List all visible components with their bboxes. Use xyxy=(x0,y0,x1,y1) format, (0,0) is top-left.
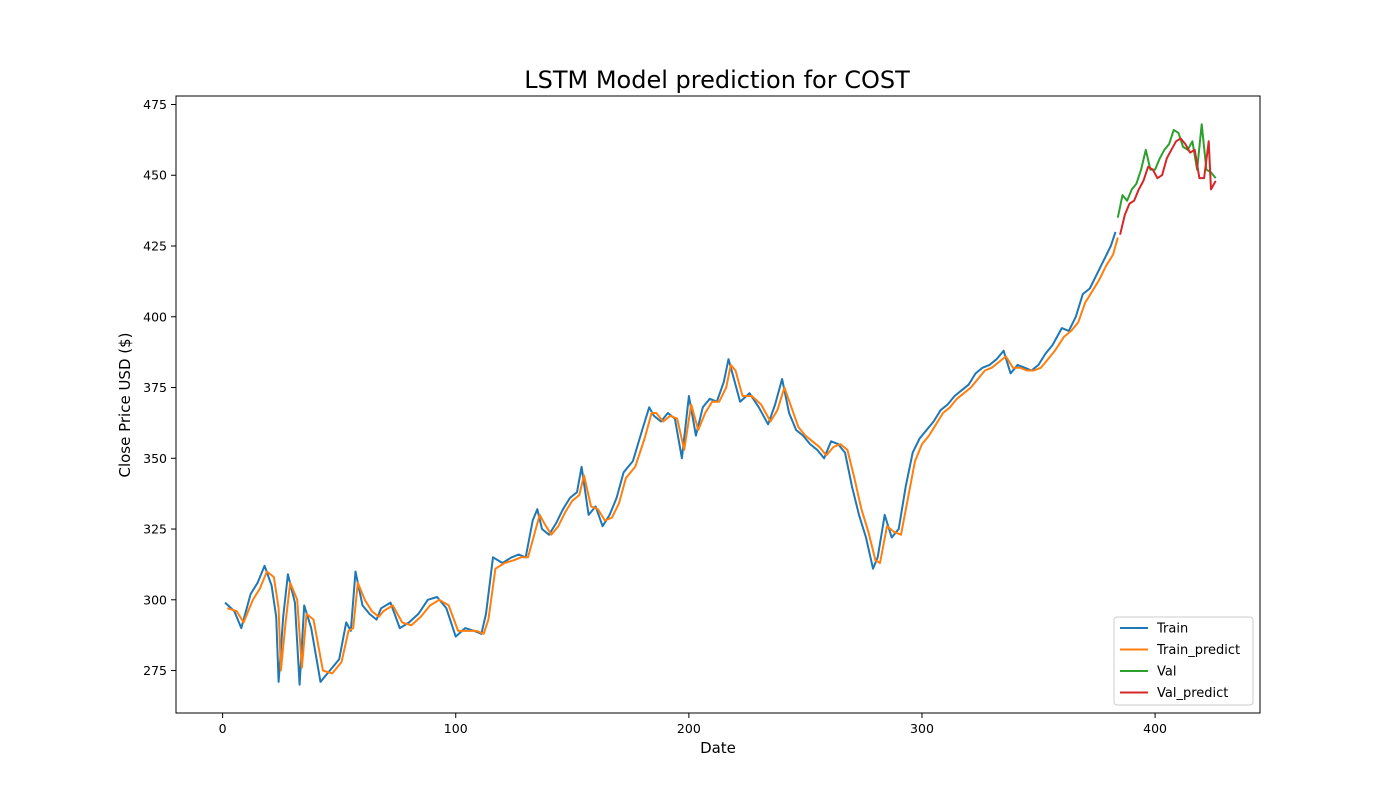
y-tick-label: 375 xyxy=(143,380,167,395)
x-tick-label: 400 xyxy=(1143,721,1167,736)
x-tick-label: 100 xyxy=(444,721,468,736)
chart-title: LSTM Model prediction for COST xyxy=(524,66,910,94)
y-tick-label: 425 xyxy=(143,239,167,254)
y-tick-label: 400 xyxy=(143,309,167,324)
y-tick-label: 275 xyxy=(143,663,167,678)
y-tick-label: 450 xyxy=(143,168,167,183)
series-line-val-predict xyxy=(1119,137,1217,235)
legend-box xyxy=(1113,616,1254,706)
legend-label-val: Val xyxy=(1157,665,1176,680)
y-tick-label: 325 xyxy=(143,522,167,537)
x-tick-label: 300 xyxy=(910,721,934,736)
legend: Train Train_predict Val Val_predict xyxy=(1113,616,1254,706)
y-axis-label: Close Price USD ($) xyxy=(116,332,134,477)
x-tick-label: 200 xyxy=(677,721,701,736)
y-tick-label: 475 xyxy=(143,97,167,112)
plot-background xyxy=(176,96,1260,713)
y-axis: 275 300 325 350 375 400 425 450 475 xyxy=(143,97,176,678)
x-axis: 0 100 200 300 400 xyxy=(219,713,1167,736)
series-layer xyxy=(224,123,1217,686)
legend-label-val-predict: Val_predict xyxy=(1157,686,1228,701)
legend-label-train-predict: Train_predict xyxy=(1156,643,1240,658)
x-tick-label: 0 xyxy=(219,721,227,736)
x-axis-label: Date xyxy=(700,739,736,757)
y-tick-label: 300 xyxy=(143,592,167,607)
y-tick-label: 350 xyxy=(143,451,167,466)
plot-frame xyxy=(175,95,1261,714)
plot-area xyxy=(175,95,1261,714)
legend-entries: Train Train_predict Val Val_predict xyxy=(1120,622,1240,701)
legend-label-train: Train xyxy=(1156,622,1188,637)
series-line-train-predict xyxy=(227,237,1119,675)
series-line-val xyxy=(1116,123,1217,218)
